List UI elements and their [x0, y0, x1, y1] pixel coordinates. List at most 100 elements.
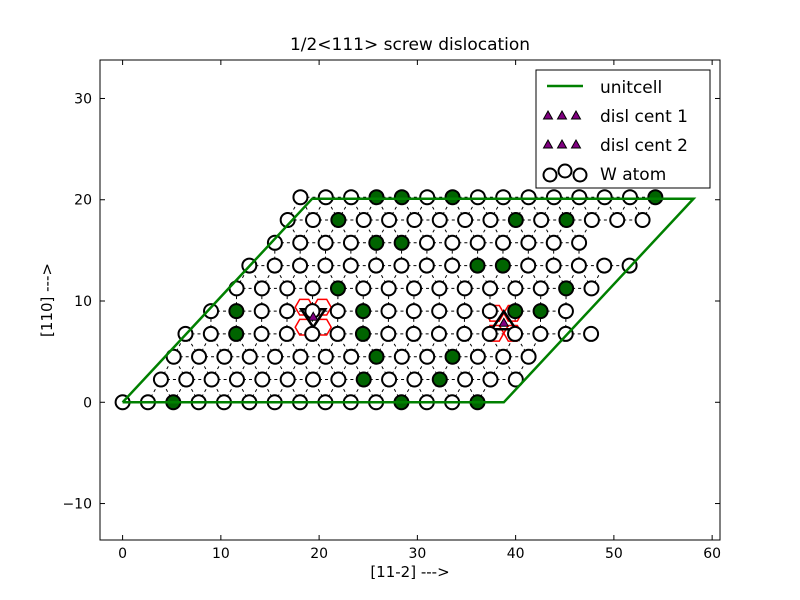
w-atom	[418, 257, 435, 274]
bond-line	[604, 196, 618, 221]
w-atom	[393, 234, 410, 251]
w-atom	[216, 348, 233, 365]
legend-disl-cent-2-swatch	[542, 138, 582, 149]
bond-line	[375, 219, 390, 244]
w-atom	[583, 280, 600, 297]
w-atom	[431, 303, 448, 320]
w-atom	[571, 189, 588, 206]
legend-atom-marker	[557, 163, 573, 179]
bond-line	[337, 333, 352, 357]
w-atom	[253, 303, 270, 320]
bond-line	[490, 356, 504, 380]
bond-line	[375, 265, 390, 289]
bond-line	[629, 196, 644, 221]
bond-line	[388, 379, 402, 403]
bond-line	[502, 219, 517, 244]
bond-line	[401, 219, 415, 244]
w-atom	[570, 257, 587, 274]
w-atom	[507, 212, 524, 228]
w-atom	[329, 325, 346, 342]
bond-line	[426, 196, 441, 221]
bond-line	[578, 196, 593, 221]
w-atom	[279, 280, 296, 297]
w-atom	[228, 325, 245, 342]
bond-line	[413, 333, 428, 357]
bond-line	[147, 379, 162, 403]
bond-line	[286, 333, 301, 357]
bond-line	[160, 379, 174, 403]
w-atom	[507, 303, 524, 320]
bond-line	[312, 265, 326, 289]
y-tick-label: −10	[62, 497, 92, 513]
w-atom	[430, 325, 447, 342]
w-atom	[228, 303, 245, 320]
w-atom	[545, 257, 562, 274]
w-atom	[191, 348, 208, 365]
w-atom	[329, 280, 346, 297]
bond-line	[223, 333, 237, 357]
x-axis-label: [11-2] --->	[370, 563, 449, 581]
bond-line	[287, 219, 301, 244]
bond-line	[413, 356, 428, 380]
bond-line	[413, 379, 428, 403]
w-atom	[330, 212, 347, 228]
bond-line	[426, 333, 440, 357]
bond-line	[489, 333, 504, 357]
x-tick-label: 20	[310, 546, 328, 562]
bond-line	[438, 333, 453, 357]
unitcell-line	[121, 197, 697, 404]
w-atom	[355, 303, 372, 320]
legend-atom-marker	[542, 167, 558, 183]
bond-line	[350, 265, 364, 289]
w-atom	[380, 325, 397, 342]
bond-line	[274, 379, 289, 403]
w-atom	[647, 189, 664, 206]
bond-line	[173, 333, 186, 357]
w-atom	[532, 325, 549, 342]
legend-unitcell-label: unitcell	[600, 78, 662, 98]
bond-line	[299, 219, 314, 244]
w-atom	[418, 234, 435, 251]
w-atom	[317, 348, 334, 365]
w-atom	[317, 234, 334, 251]
bond-line	[452, 333, 465, 357]
bond-line	[299, 265, 314, 289]
bond-line	[299, 333, 313, 357]
bond-line	[300, 356, 314, 380]
bond-line	[451, 219, 466, 244]
bond-line	[325, 196, 339, 221]
w-atom	[380, 303, 397, 320]
w-atom	[380, 280, 397, 297]
bond-line	[578, 265, 592, 289]
w-atom	[342, 234, 359, 251]
bond-line	[591, 196, 606, 221]
w-atom	[342, 257, 359, 274]
legend-triangle-marker	[556, 109, 568, 120]
plot-area	[114, 189, 697, 411]
bond-line	[223, 379, 238, 403]
w-atom	[368, 189, 385, 206]
w-atom	[354, 325, 371, 342]
w-atom	[266, 257, 283, 274]
w-atom	[431, 371, 448, 388]
bond-line	[274, 265, 288, 289]
bond-line	[248, 379, 263, 403]
bond-line	[325, 333, 339, 357]
bond-line	[324, 379, 339, 403]
w-atom	[343, 348, 360, 365]
w-atom	[444, 257, 461, 274]
bond-line	[452, 196, 466, 221]
bond-line	[464, 265, 478, 289]
w-atom	[279, 212, 296, 228]
w-atom	[444, 234, 461, 251]
w-atom	[305, 212, 322, 228]
bond-line	[363, 356, 377, 380]
bond-line	[439, 356, 453, 380]
w-atom	[381, 371, 398, 388]
bond-line	[249, 356, 263, 380]
w-atom	[520, 189, 537, 206]
bond-line	[426, 265, 440, 289]
w-atom	[393, 348, 410, 365]
w-atom	[292, 257, 309, 274]
